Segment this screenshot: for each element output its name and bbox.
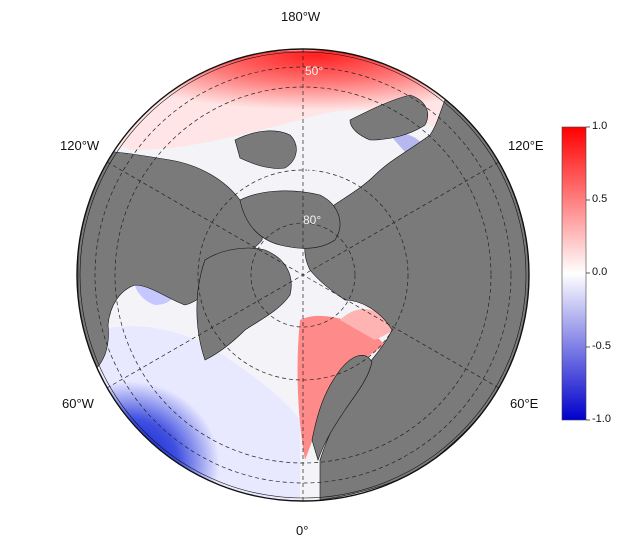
colorbar-tick-0: 0.0 — [592, 266, 608, 278]
land-alaska — [234, 130, 297, 169]
colorbar-tick-neg-1: -1.0 — [592, 413, 611, 425]
map-disc — [77, 49, 529, 501]
land-arctic-islands — [239, 190, 341, 249]
land-scandinavia — [311, 355, 373, 461]
lat-circle-80 — [250, 222, 356, 328]
colorbar — [561, 126, 587, 421]
nordic-anomaly — [297, 315, 385, 460]
lon-label-120w: 120°W — [60, 138, 100, 153]
colorbar-ticks — [586, 126, 590, 421]
land-greenland — [196, 247, 292, 361]
colorbar-tick-neg-0-5: -0.5 — [592, 340, 611, 352]
lon-label-120e: 120°E — [508, 138, 544, 153]
map-outline-inner — [79, 51, 527, 499]
lat-label-50: 50° — [305, 64, 324, 78]
land-chukotka — [349, 94, 429, 141]
colorbar-tick-0-5: 0.5 — [592, 193, 608, 205]
lat-label-80: 80° — [303, 213, 322, 227]
lat-circle-50 — [94, 66, 512, 484]
barents-anomaly — [340, 309, 395, 340]
lon-label-0: 0° — [296, 523, 309, 538]
lon-label-60w: 60°W — [62, 396, 94, 411]
lat-label-70: 70° — [303, 165, 322, 179]
meridian-120 — [106, 161, 500, 389]
map-outline — [76, 48, 530, 502]
lon-label-60e: 60°E — [510, 396, 539, 411]
colorbar-tick-1: 1.0 — [592, 120, 608, 132]
atlantic-anomaly — [98, 326, 300, 501]
lon-label-180w: 180°W — [281, 9, 321, 24]
